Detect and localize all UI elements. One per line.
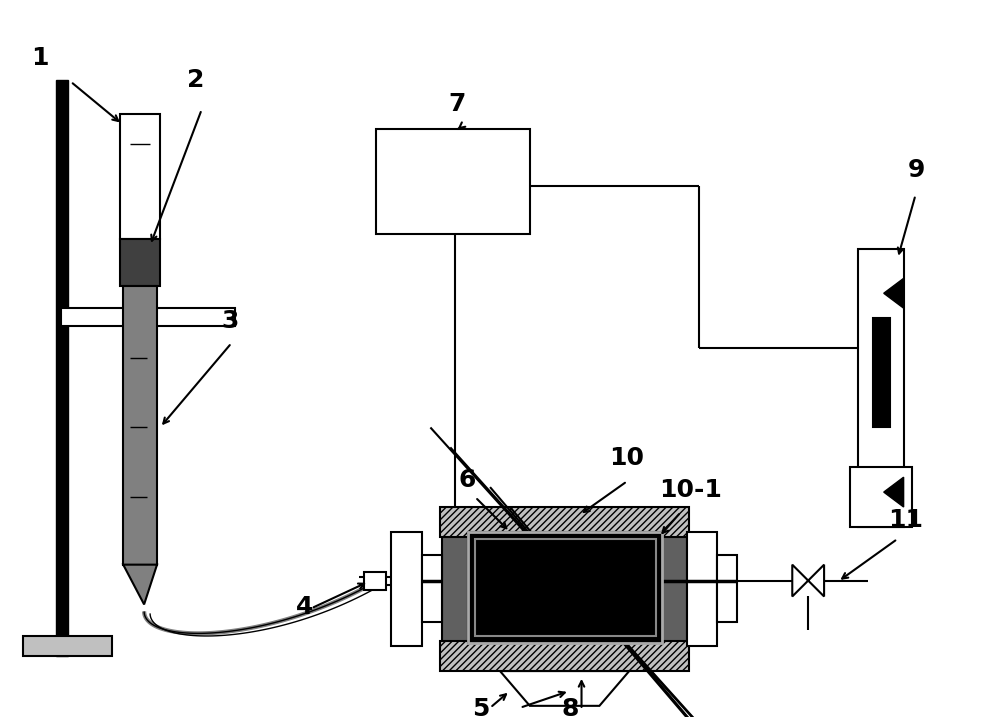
Bar <box>440 507 689 537</box>
Bar <box>850 467 912 527</box>
Bar <box>468 532 662 643</box>
Text: 8: 8 <box>562 696 579 721</box>
Bar <box>717 554 737 622</box>
Bar <box>61 308 235 326</box>
Text: 10-1: 10-1 <box>659 478 722 502</box>
Text: 10: 10 <box>609 446 644 470</box>
Text: 3: 3 <box>222 309 239 333</box>
Polygon shape <box>792 565 824 596</box>
Bar <box>391 532 422 646</box>
Polygon shape <box>500 671 629 706</box>
Bar <box>123 286 157 565</box>
Polygon shape <box>884 477 904 507</box>
Text: 2: 2 <box>187 68 204 92</box>
Bar <box>659 532 687 643</box>
Text: 1: 1 <box>31 45 48 70</box>
Bar <box>468 532 662 643</box>
Bar <box>873 318 890 428</box>
Bar <box>364 572 386 590</box>
Bar <box>858 249 904 527</box>
Bar <box>120 115 160 239</box>
Bar <box>23 636 112 656</box>
Bar <box>422 554 442 622</box>
Text: 6: 6 <box>458 468 476 492</box>
Bar <box>687 532 717 646</box>
Bar <box>440 641 689 671</box>
Text: 9: 9 <box>908 158 925 182</box>
Bar <box>376 129 530 234</box>
Polygon shape <box>884 278 904 308</box>
Polygon shape <box>123 565 157 604</box>
Bar <box>475 539 656 636</box>
Bar <box>56 79 68 656</box>
Bar <box>120 239 160 286</box>
Text: 4: 4 <box>296 596 314 619</box>
Text: 5: 5 <box>472 696 490 721</box>
Bar <box>442 532 470 643</box>
Text: 7: 7 <box>448 92 466 116</box>
Text: 11: 11 <box>888 508 923 532</box>
